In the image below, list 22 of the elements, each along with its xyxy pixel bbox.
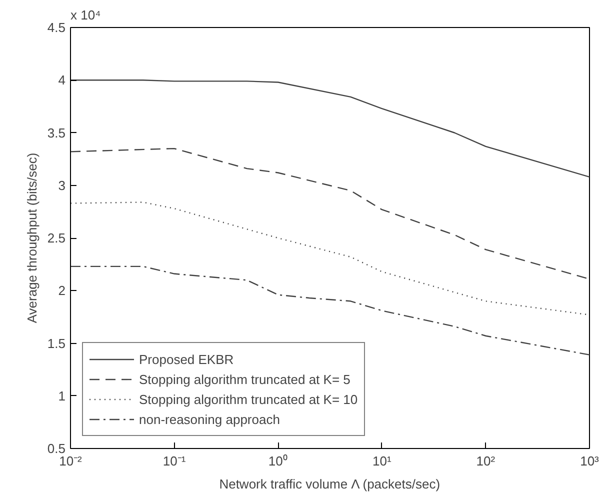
y-tick-label: 1 <box>58 388 66 404</box>
y-tick-label: 1.5 <box>47 336 66 351</box>
legend-label: Stopping algorithm truncated at K= 10 <box>139 392 358 406</box>
legend-label: Stopping algorithm truncated at K= 5 <box>139 372 350 386</box>
x-tick-label: 10¹ <box>372 454 392 468</box>
y-tick-label: 3.5 <box>47 125 66 140</box>
y-tick-label: 2 <box>58 283 66 298</box>
y-tick-label: 2.5 <box>47 230 66 246</box>
y-tick-label: 0.5 <box>47 441 66 456</box>
text: x 10⁴ <box>70 8 101 22</box>
x-axis-title: Network traffic volume Λ (packets/sec) <box>219 476 440 492</box>
x-tick-label: 10³ <box>580 454 600 468</box>
x-tick-label: 10⁻¹ <box>162 454 186 468</box>
legend-label: non-reasoning approach <box>139 412 280 426</box>
y-tick-label: 4.5 <box>47 20 66 35</box>
x-tick-label: 10⁻² <box>59 454 83 468</box>
x-tick-label: 10⁰ <box>268 454 288 468</box>
x-tick-label: 10² <box>476 454 496 468</box>
y-tick-label: 3 <box>58 178 66 193</box>
y-axis-title: Average throughput (bits/sec) <box>24 152 40 324</box>
legend-label: Proposed EKBR <box>139 352 234 366</box>
y-tick-label: 4 <box>58 72 66 88</box>
